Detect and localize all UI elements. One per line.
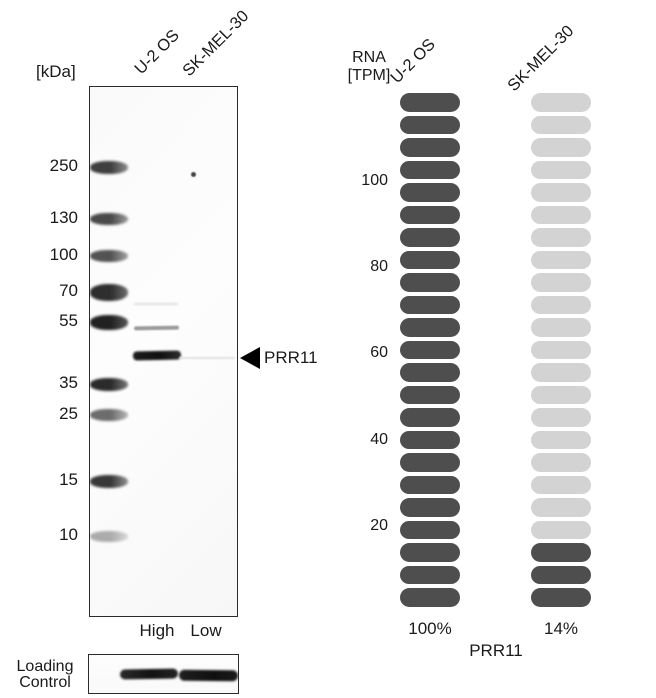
rna-pill-high — [400, 160, 460, 179]
rna-pill-low — [531, 363, 591, 382]
rna-tick-label: 80 — [370, 258, 388, 275]
rna-pill-high — [531, 565, 591, 584]
rna-pill-low — [531, 453, 591, 472]
wb-marker-label: 25 — [59, 404, 78, 423]
wb-marker-label: 100 — [49, 245, 78, 264]
wb-marker-label: 10 — [59, 525, 78, 544]
loading-control-band-u2os — [119, 668, 179, 680]
rna-pill-low — [531, 228, 591, 247]
rna-pill-low — [531, 160, 591, 179]
rna-pill-low — [531, 408, 591, 427]
wb-marker-label: 70 — [59, 281, 78, 300]
wb-band-veryfaint-u2os — [134, 303, 178, 305]
loading-control-blot — [88, 654, 239, 694]
rna-pill-stack-skmel30 — [531, 93, 591, 607]
wb-band-faint-u2os — [133, 325, 180, 330]
expression-label-high: High — [139, 621, 175, 640]
rna-pill-high — [400, 138, 460, 157]
rna-pill-low — [531, 205, 591, 224]
loading-control-label-line2: Control — [19, 674, 71, 691]
rna-pill-high — [400, 228, 460, 247]
rna-pill-low — [531, 340, 591, 359]
rna-percent-u2os: 100% — [408, 619, 452, 638]
rna-pill-high — [400, 543, 460, 562]
rna-pill-high — [400, 430, 460, 449]
rna-percent-skmel30: 14% — [543, 619, 579, 638]
rna-pill-low — [531, 318, 591, 337]
wb-lane-label-skmel30: SK-MEL-30 — [179, 6, 253, 80]
rna-pill-low — [531, 430, 591, 449]
rna-pill-low — [531, 385, 591, 404]
rna-axis-label: RNA [TPM] — [338, 49, 400, 85]
rna-pill-high — [400, 205, 460, 224]
rna-pill-high — [400, 115, 460, 134]
rna-pill-low — [531, 520, 591, 539]
rna-pill-low — [531, 138, 591, 157]
wb-ladder-band-70 — [90, 283, 128, 301]
band-arrow-icon — [240, 347, 260, 369]
rna-pill-high — [400, 340, 460, 359]
rna-tick-label: 100 — [361, 172, 388, 189]
wb-marker-label: 250 — [49, 156, 78, 175]
rna-pill-high — [531, 543, 591, 562]
rna-pill-low — [531, 93, 591, 112]
rna-pill-high — [400, 183, 460, 202]
kda-unit-label: [kDa] — [36, 62, 76, 81]
rna-pill-high — [400, 385, 460, 404]
rna-axis-label-line2: [TPM] — [347, 67, 391, 84]
wb-marker-label: 35 — [59, 373, 78, 392]
rna-pill-stack-u2os — [400, 93, 460, 607]
rna-pill-low — [531, 273, 591, 292]
rna-pill-low — [531, 115, 591, 134]
rna-column-label-skmel30: SK-MEL-30 — [504, 21, 578, 95]
wb-ladder-band-130 — [90, 213, 128, 225]
rna-gene-label: PRR11 — [469, 641, 523, 660]
wb-band-prr11-u2os — [132, 350, 182, 361]
rna-pill-high — [400, 295, 460, 314]
rna-pill-high — [400, 453, 460, 472]
wb-band-trace-skmel30 — [179, 357, 235, 359]
rna-pill-high — [400, 588, 460, 607]
loading-control-label: Loading Control — [6, 659, 84, 691]
rna-pill-high — [400, 565, 460, 584]
wb-marker-label: 130 — [49, 208, 78, 227]
rna-pill-high — [400, 475, 460, 494]
wb-artifact-dot — [191, 172, 196, 177]
rna-pill-low — [531, 475, 591, 494]
rna-pill-high — [400, 408, 460, 427]
wb-ladder-band-100 — [90, 250, 128, 262]
rna-tick-label: 40 — [370, 431, 388, 448]
rna-pill-low — [531, 250, 591, 269]
rna-pill-high — [400, 273, 460, 292]
wb-lane-label-u2os: U-2 OS — [131, 26, 183, 79]
rna-tick-label: 20 — [370, 517, 388, 534]
rna-pill-high — [400, 250, 460, 269]
wb-ladder-band-250 — [90, 160, 128, 174]
expression-label-low: Low — [190, 621, 222, 640]
wb-ladder-band-35 — [90, 377, 128, 391]
rna-pill-low — [531, 498, 591, 517]
band-annotation-label: PRR11 — [264, 348, 318, 367]
wb-blot-image — [89, 86, 238, 617]
rna-pill-high — [400, 498, 460, 517]
rna-pill-high — [400, 520, 460, 539]
rna-pill-low — [531, 183, 591, 202]
rna-pill-high — [400, 363, 460, 382]
wb-marker-label: 15 — [59, 470, 78, 489]
wb-ladder-band-25 — [90, 409, 128, 421]
rna-pill-low — [531, 295, 591, 314]
wb-ladder-band-10 — [90, 530, 128, 542]
loading-control-label-line1: Loading — [16, 658, 74, 675]
rna-pill-high — [400, 93, 460, 112]
rna-pill-high — [531, 588, 591, 607]
wb-ladder-band-15 — [90, 474, 128, 488]
rna-tick-label: 60 — [370, 344, 388, 361]
wb-marker-label: 55 — [59, 311, 78, 330]
rna-axis-label-line1: RNA — [352, 49, 386, 66]
wb-ladder-band-55 — [90, 314, 128, 330]
loading-control-band-skmel30 — [178, 669, 238, 682]
rna-pill-high — [400, 318, 460, 337]
